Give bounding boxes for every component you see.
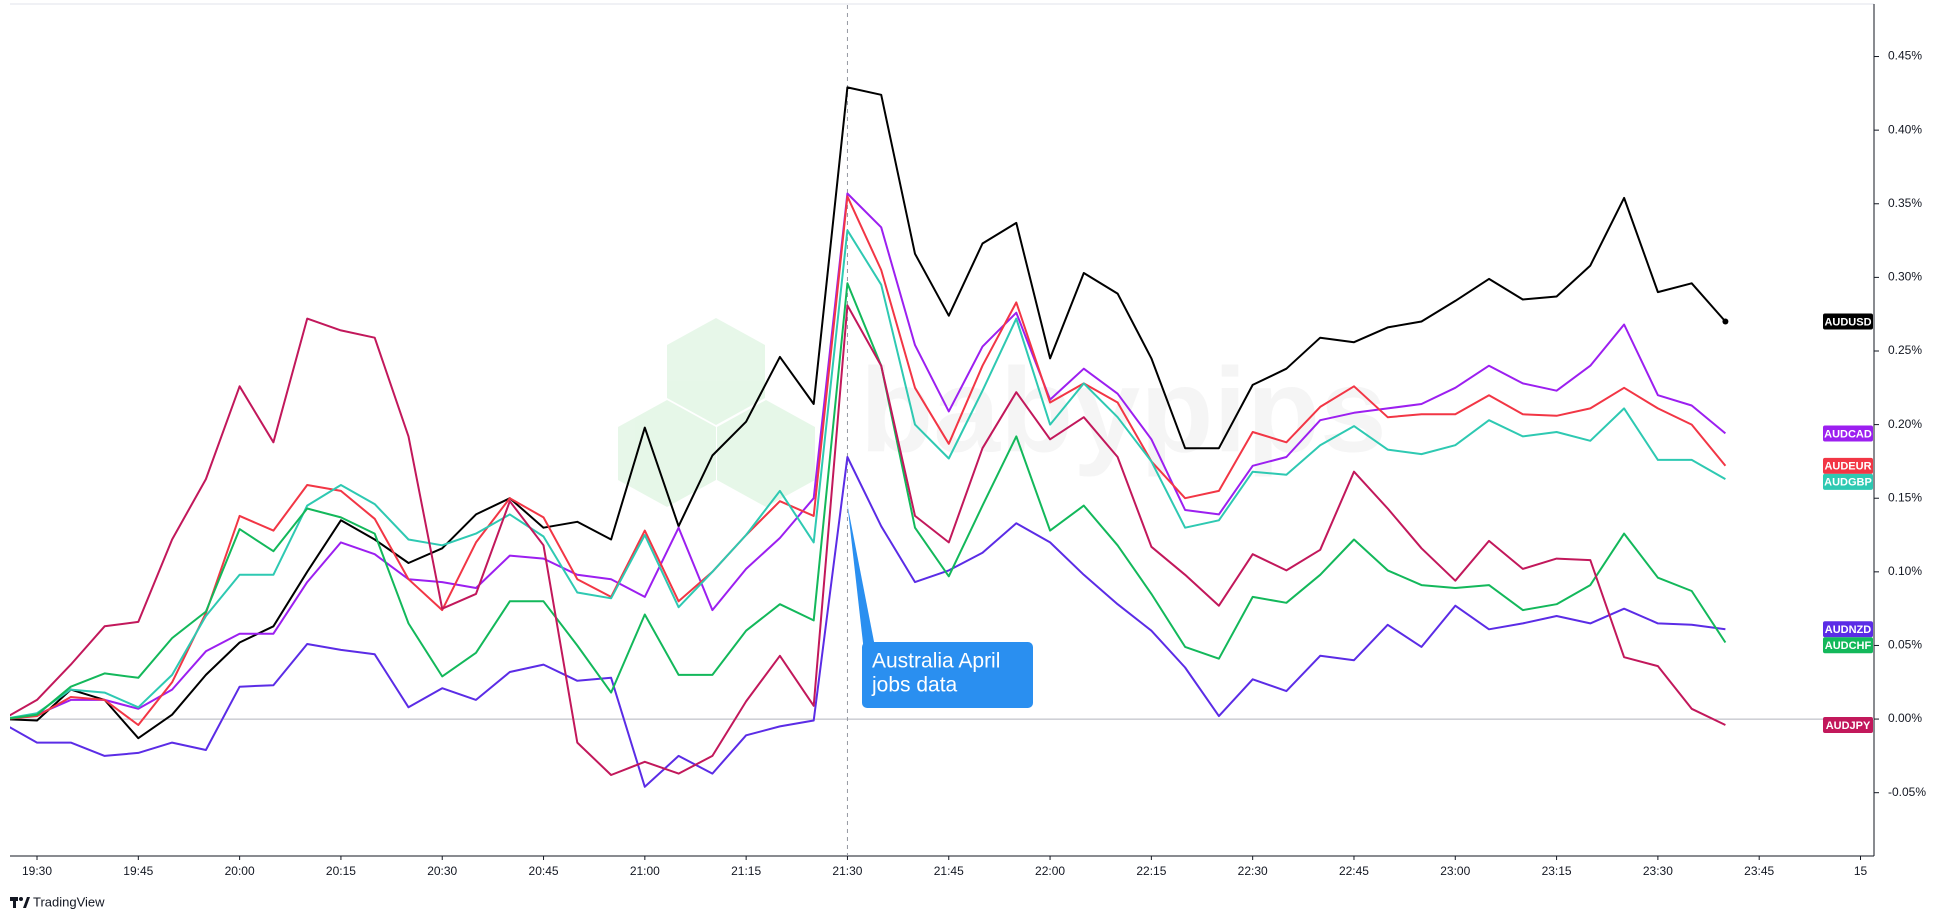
series-line xyxy=(10,192,1727,720)
x-tick-label: 23:15 xyxy=(1542,864,1572,878)
legend-label: AUDEUR xyxy=(1824,461,1871,473)
series-line xyxy=(10,86,1727,740)
legend-label: AUDCHF xyxy=(1825,640,1872,652)
y-tick-label: 0.35% xyxy=(1888,196,1922,210)
x-tick-label: 20:15 xyxy=(326,864,356,878)
legend-label: AUDCAD xyxy=(1824,428,1872,440)
price-tag xyxy=(1823,716,1873,733)
footer: TradingView xyxy=(10,894,105,909)
footer-logo xyxy=(23,897,30,908)
x-tick-label: 23:30 xyxy=(1643,864,1673,878)
x-tick-label: 21:45 xyxy=(934,864,964,878)
y-tick-label: 0.15% xyxy=(1888,490,1922,504)
footer-text: TradingView xyxy=(33,894,105,909)
x-tick-label: 19:30 xyxy=(22,864,52,878)
x-tick-label: 15 xyxy=(1854,864,1868,878)
annotation-text: jobs data xyxy=(871,674,958,697)
price-tag xyxy=(1823,621,1873,638)
x-tick-label: 22:00 xyxy=(1035,864,1065,878)
y-tick-label: 0.05% xyxy=(1888,638,1922,652)
x-tick-label: 22:45 xyxy=(1339,864,1369,878)
price-tag xyxy=(1823,473,1873,490)
x-tick-label: 21:15 xyxy=(731,864,761,878)
x-tick-label: 21:30 xyxy=(832,864,862,878)
y-tick-label: 0.20% xyxy=(1888,417,1922,431)
plot xyxy=(10,86,1727,788)
end-dot xyxy=(1722,318,1729,325)
y-tick-label: 0.40% xyxy=(1888,122,1922,136)
x-tick-label: 22:15 xyxy=(1136,864,1166,878)
series-line xyxy=(10,195,1727,726)
x-tick-label: 23:00 xyxy=(1440,864,1470,878)
x-tick-label: 22:30 xyxy=(1238,864,1268,878)
footer-logo xyxy=(13,897,16,908)
x-tick-label: 20:30 xyxy=(427,864,457,878)
legend-label: AUDUSD xyxy=(1824,316,1871,328)
annotation-box xyxy=(862,642,1033,708)
series-line xyxy=(10,282,1727,720)
series-line xyxy=(10,304,1726,776)
watermark-hex xyxy=(667,318,765,425)
x-tick-label: 20:45 xyxy=(529,864,559,878)
price-tag xyxy=(1823,425,1873,442)
series-line xyxy=(10,456,1726,788)
y-tick-label: -0.05% xyxy=(1888,785,1926,799)
legend-label: AUDGBP xyxy=(1824,477,1872,489)
y-tick-label: 0.45% xyxy=(1888,49,1922,63)
price-tag xyxy=(1823,313,1873,330)
annotation-pointer xyxy=(847,505,876,652)
y-tick-label: 0.25% xyxy=(1888,343,1922,357)
price-tag xyxy=(1823,457,1873,474)
x-tick-label: 19:45 xyxy=(123,864,153,878)
y-tick-label: 0.00% xyxy=(1888,711,1922,725)
annotation-text: Australia April xyxy=(872,650,1000,673)
series-line xyxy=(10,229,1726,719)
x-tick-label: 21:00 xyxy=(630,864,660,878)
y-tick-label: 0.10% xyxy=(1888,564,1922,578)
watermark-hex xyxy=(618,400,716,507)
x-tick-label: 23:45 xyxy=(1744,864,1774,878)
y-tick-label: 0.30% xyxy=(1888,270,1922,284)
legend-label: AUDNZD xyxy=(1825,624,1871,636)
price-tag xyxy=(1823,637,1873,654)
x-tick-label: 20:00 xyxy=(225,864,255,878)
legend-label: AUDJPY xyxy=(1826,720,1871,732)
footer-logo xyxy=(19,897,23,901)
